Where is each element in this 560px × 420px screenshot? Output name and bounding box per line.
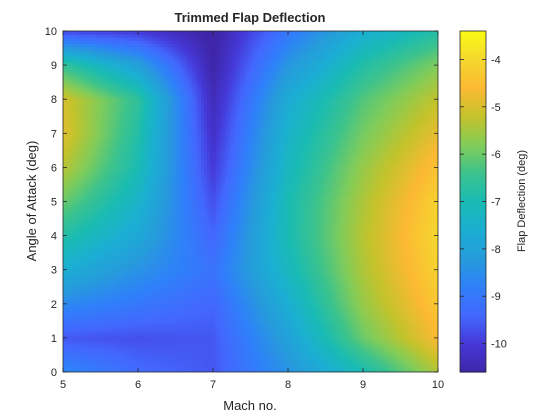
plot-area [63, 31, 439, 373]
chart-title: Trimmed Flap Deflection [175, 10, 326, 25]
